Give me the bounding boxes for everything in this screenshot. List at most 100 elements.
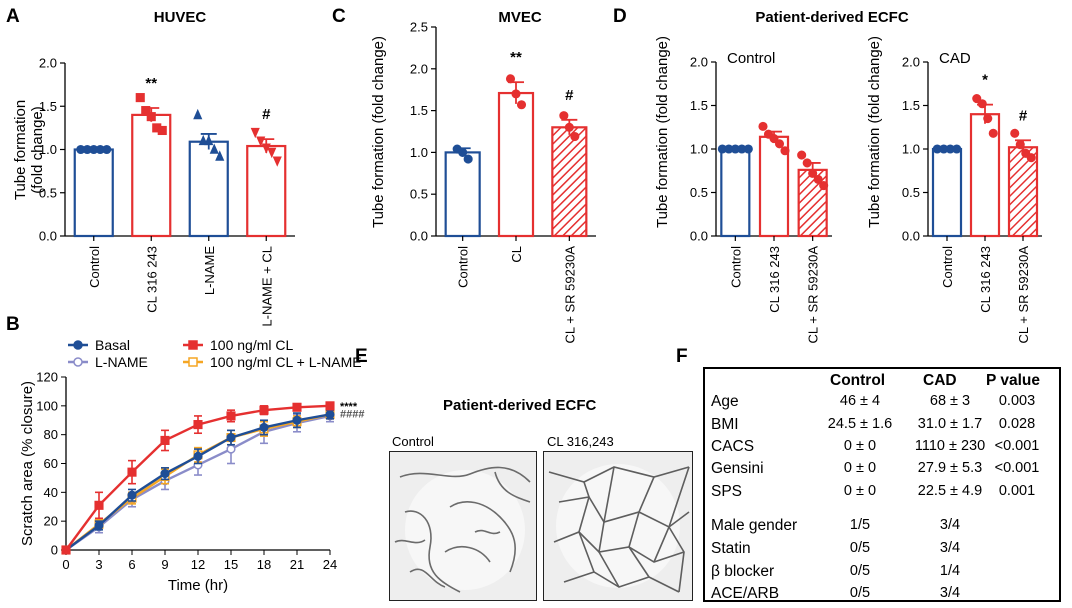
chart-b-xtick-label: 21 — [290, 557, 304, 572]
chart-d1-point — [769, 134, 779, 144]
chart-b-series-line — [65, 413, 331, 551]
table-cell-pvalue: <0.001 — [994, 460, 1040, 476]
chart-b-legend-marker — [188, 340, 198, 350]
chart-b-point — [193, 451, 203, 461]
chart-a-point — [157, 125, 167, 136]
chart-b-ytick-label: 100 — [36, 398, 58, 413]
panel-e-title: Patient-derived ECFC — [443, 397, 597, 414]
chart-b-legend-label: Basal — [95, 337, 130, 353]
charts-layer: HUVEC Tube formation (fold change) 0.0 0.5 1.… — [12, 9, 1042, 594]
chart-d1-point — [813, 174, 823, 184]
chart-a-title: HUVEC — [154, 9, 207, 26]
chart-a-category-label: L-NAME — [202, 246, 217, 295]
chart-d2-ylabel: Tube formation (fold change) — [866, 36, 883, 228]
chart-a-point — [250, 127, 260, 139]
table-cell-pvalue: 0.028 — [998, 416, 1036, 432]
table-row-label: Male gender — [711, 517, 798, 534]
chart-d2-point — [952, 144, 962, 154]
chart-b-annotation: #### — [340, 408, 364, 420]
chart-a-ytick-label: 2.0 — [39, 56, 57, 71]
table-row-label: SPS — [711, 483, 743, 500]
chart-a-point — [141, 106, 151, 116]
chart-c-point — [505, 74, 516, 84]
chart-d1-point — [802, 158, 812, 168]
chart-b-ytick-label: 20 — [44, 514, 58, 529]
table-row-label: Statin — [711, 540, 751, 557]
chart-b-legend-marker — [188, 357, 198, 367]
chart-b-point — [226, 411, 236, 421]
panel-letter-d: D — [613, 6, 627, 27]
table-cell-control: 24.5 ± 1.6 — [827, 416, 893, 432]
table-cell-cad: 31.0 ± 1.7 — [917, 416, 983, 432]
table-cell-cad: 1110 ± 230 — [914, 438, 986, 454]
chart-b-xtick-label: 12 — [191, 557, 205, 572]
chart-c-point — [516, 100, 527, 110]
chart-b-point — [193, 420, 203, 430]
chart-c-ytick-label: 2.5 — [410, 20, 428, 35]
table-cell-pvalue: <0.001 — [994, 438, 1040, 454]
chart-d1-point — [808, 168, 818, 178]
chart-a-point — [256, 136, 266, 147]
chart-c-ylabel: Tube formation (fold change) — [370, 36, 387, 228]
chart-d1-point — [780, 146, 790, 156]
chart-d2-point — [1010, 128, 1020, 138]
chart-b-legend-label: 100 ng/ml CL + L-NAME — [210, 354, 362, 370]
chart-d2-point — [1015, 140, 1025, 150]
chart-a-point — [193, 108, 203, 120]
chart-d1: Patient-derived ECFC Control Tube formatio… — [654, 9, 909, 343]
chart-d1-ytick-label: 2.0 — [690, 55, 708, 70]
chart-d1-point — [774, 139, 785, 149]
table-row-label: Age — [711, 393, 739, 410]
chart-d1-point — [743, 144, 753, 154]
chart-c-annotation: # — [565, 87, 574, 104]
chart-d2-category-label: CL + SR 59230A — [1016, 246, 1031, 344]
chart-b-point — [325, 409, 335, 420]
chart-c-bar — [444, 151, 481, 238]
chart-a-category-label: L-NAME + CL — [259, 246, 274, 327]
chart-c: MVEC Tube formation (fold change) 0.0 0.5 1.… — [370, 9, 596, 343]
chart-b: 0 20 40 60 80 100 120 0 3 6 9 12 15 18 21 24 Time (hr) Sc… — [19, 337, 364, 594]
chart-b-annotation: **** — [340, 401, 358, 413]
chart-d2-ytick-label: 1.0 — [902, 142, 920, 157]
chart-d1-ylabel: Tube formation (fold change) — [654, 36, 671, 228]
chart-d1-category-label: CL 316 243 — [767, 246, 782, 313]
chart-d1-inner-label: Control — [727, 50, 775, 67]
chart-b-ytick-label: 120 — [36, 370, 58, 385]
chart-b-point — [259, 422, 269, 433]
micrograph-cl-image — [544, 452, 692, 600]
chart-b-point — [259, 405, 269, 415]
chart-d2-point — [988, 128, 998, 138]
chart-d1-title: Patient-derived ECFC — [755, 9, 909, 26]
chart-c-ytick-label: 1.0 — [410, 145, 428, 160]
chart-d1-bar — [720, 147, 751, 238]
table-cell-control: 0/5 — [849, 540, 871, 556]
chart-d2-inner-label: CAD — [939, 50, 971, 67]
chart-b-point — [127, 490, 137, 500]
chart-d1-ytick-label: 0.5 — [690, 185, 708, 200]
chart-a: HUVEC Tube formation (fold change) 0.0 0.5 1.… — [12, 9, 295, 327]
chart-c-ytick-label: 2.0 — [410, 61, 428, 76]
chart-a-point — [209, 143, 219, 154]
chart-b-ytick-label: 40 — [44, 485, 58, 500]
chart-b-xtick-label: 18 — [257, 557, 271, 572]
chart-b-xtick-label: 24 — [323, 557, 337, 572]
table-cell-control: 0 ± 0 — [843, 483, 877, 499]
micrograph-control-image — [390, 452, 536, 600]
chart-d2-ytick-label: 2.0 — [902, 55, 920, 70]
chart-c-bar — [497, 91, 535, 238]
chart-d2-point — [972, 93, 982, 104]
chart-d2-annotation: * — [982, 72, 988, 89]
chart-b-xtick-label: 15 — [224, 557, 238, 572]
chart-c-title: MVEC — [498, 9, 542, 26]
table-cell-control: 0/5 — [849, 563, 871, 579]
chart-d2-bar — [931, 147, 963, 238]
table-cell-control: 46 ± 4 — [839, 393, 881, 409]
chart-a-point — [135, 93, 145, 103]
chart-c-ytick-label: 0.0 — [410, 229, 428, 244]
chart-b-legend-marker — [73, 340, 83, 350]
chart-b-point — [292, 415, 302, 425]
chart-b-point — [226, 433, 236, 443]
chart-b-xtick-label: 6 — [128, 557, 135, 572]
chart-d1-point — [797, 150, 807, 160]
